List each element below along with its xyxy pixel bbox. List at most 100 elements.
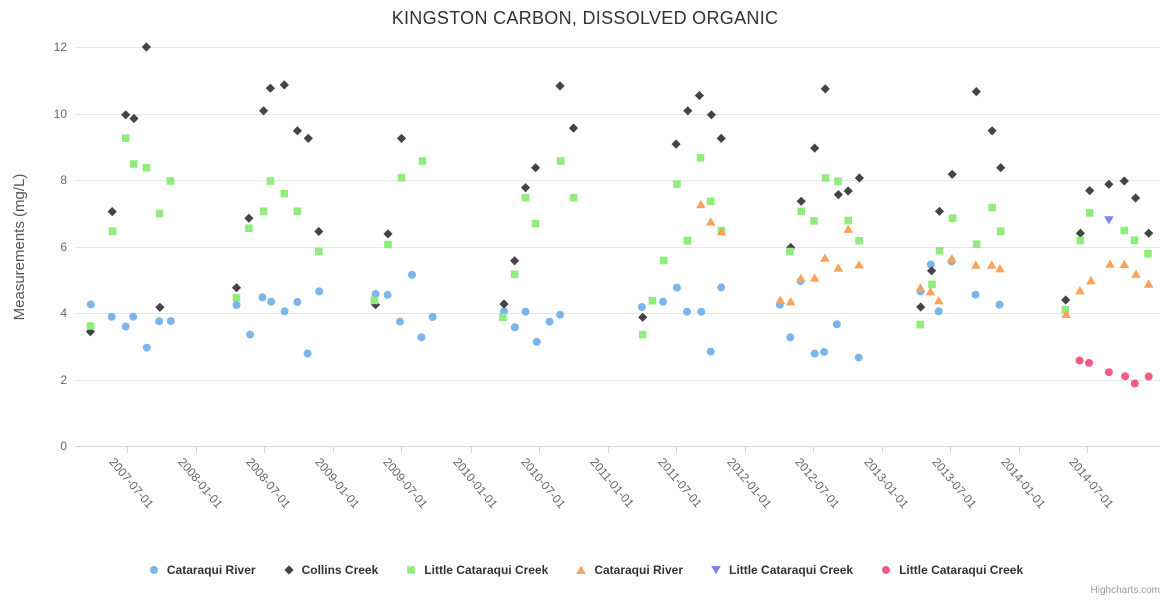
data-point-circle[interactable]: [166, 317, 175, 325]
data-point-circle[interactable]: [510, 323, 519, 332]
data-point-diamond[interactable]: [971, 87, 981, 97]
data-point-diamond[interactable]: [244, 213, 254, 223]
data-point-circle[interactable]: [315, 287, 324, 296]
data-point-square[interactable]: [397, 173, 406, 182]
data-point-square[interactable]: [844, 216, 852, 225]
data-point-diamond[interactable]: [1085, 186, 1095, 196]
data-point-square[interactable]: [696, 153, 705, 162]
data-point-circle[interactable]: [86, 300, 95, 309]
data-point-square[interactable]: [797, 207, 805, 216]
data-point-diamond[interactable]: [810, 143, 820, 153]
data-point-triangle[interactable]: [933, 296, 944, 305]
data-point-circle[interactable]: [683, 307, 691, 316]
data-point-diamond[interactable]: [916, 302, 926, 312]
data-point-square[interactable]: [121, 134, 130, 142]
data-point-circle[interactable]: [293, 298, 302, 306]
data-point-triangle[interactable]: [995, 264, 1005, 273]
data-point-diamond[interactable]: [85, 327, 95, 337]
data-point-triangle[interactable]: [1075, 286, 1085, 295]
data-point-diamond[interactable]: [934, 206, 945, 216]
data-point-circle[interactable]: [1121, 372, 1130, 381]
data-point-square[interactable]: [648, 296, 657, 305]
data-point-circle[interactable]: [258, 293, 267, 302]
data-point-diamond[interactable]: [314, 226, 324, 237]
data-point-triangle[interactable]: [854, 260, 864, 269]
data-point-circle[interactable]: [545, 317, 554, 326]
data-point-square[interactable]: [166, 177, 175, 185]
data-point-square[interactable]: [266, 177, 275, 185]
data-point-diamond[interactable]: [265, 83, 275, 93]
data-point-circle[interactable]: [142, 343, 151, 352]
data-point-triangle[interactable]: [1131, 269, 1141, 278]
data-point-triangle[interactable]: [820, 253, 830, 262]
data-point-circle[interactable]: [155, 317, 164, 326]
data-point-triangle[interactable]: [785, 297, 796, 306]
data-point-diamond[interactable]: [1131, 193, 1141, 203]
data-point-circle[interactable]: [417, 333, 426, 342]
data-point-square[interactable]: [786, 247, 794, 256]
data-point-triangle[interactable]: [1119, 259, 1130, 269]
data-point-square[interactable]: [638, 330, 647, 339]
data-point-diamond[interactable]: [555, 81, 565, 91]
data-point-circle[interactable]: [832, 320, 841, 329]
data-point-diamond[interactable]: [279, 80, 289, 90]
data-point-diamond[interactable]: [520, 183, 531, 193]
data-point-diamond[interactable]: [231, 283, 242, 293]
data-point-square[interactable]: [315, 247, 323, 256]
data-point-square[interactable]: [155, 209, 164, 218]
data-point-square[interactable]: [1120, 226, 1129, 235]
data-point-square[interactable]: [384, 240, 392, 249]
data-point-square[interactable]: [706, 197, 715, 206]
legend-item-1[interactable]: Cataraqui River: [147, 563, 256, 577]
data-point-triangle[interactable]: [716, 227, 727, 236]
data-point-square[interactable]: [988, 203, 996, 212]
data-point-diamond[interactable]: [259, 106, 269, 116]
data-point-diamond[interactable]: [820, 84, 830, 94]
data-point-circle[interactable]: [637, 303, 646, 311]
data-point-triangle[interactable]: [1086, 276, 1096, 285]
data-point-square[interactable]: [855, 237, 863, 245]
data-point-diamond[interactable]: [141, 42, 151, 52]
legend-item-5[interactable]: Little Cataraqui Creek: [709, 563, 853, 577]
data-point-square[interactable]: [521, 193, 530, 202]
data-point-circle[interactable]: [971, 290, 980, 299]
legend-item-6[interactable]: Little Cataraqui Creek: [879, 563, 1023, 577]
data-point-triangle[interactable]: [1105, 259, 1115, 268]
data-point-circle[interactable]: [820, 347, 829, 356]
data-point-circle[interactable]: [717, 283, 726, 292]
data-point-square[interactable]: [996, 227, 1005, 235]
data-point-square[interactable]: [531, 219, 540, 228]
data-point-triangle[interactable]: [1061, 309, 1071, 318]
data-point-diamond[interactable]: [927, 266, 937, 276]
data-point-diamond[interactable]: [671, 139, 681, 149]
data-point-diamond[interactable]: [1061, 295, 1071, 305]
highcharts-credits[interactable]: Highcharts.com: [1090, 585, 1160, 596]
data-point-circle[interactable]: [1144, 372, 1153, 381]
data-point-diamond[interactable]: [568, 123, 579, 133]
data-point-diamond[interactable]: [121, 110, 131, 120]
data-point-diamond[interactable]: [383, 229, 393, 239]
data-point-square[interactable]: [293, 207, 302, 216]
data-point-circle[interactable]: [706, 347, 715, 356]
data-point-circle[interactable]: [267, 297, 276, 306]
data-point-diamond[interactable]: [155, 302, 165, 312]
data-point-diamond[interactable]: [683, 106, 693, 116]
data-point-circle[interactable]: [408, 270, 416, 279]
data-point-circle[interactable]: [303, 349, 312, 358]
data-point-diamond[interactable]: [694, 90, 704, 101]
data-point-diamond[interactable]: [107, 207, 117, 217]
data-point-circle[interactable]: [107, 312, 116, 321]
data-point-diamond[interactable]: [396, 133, 407, 143]
data-point-triangle[interactable]: [947, 254, 957, 263]
data-point-circle[interactable]: [697, 307, 706, 316]
data-point-square[interactable]: [810, 217, 818, 225]
data-point-circle[interactable]: [672, 283, 681, 292]
data-point-square[interactable]: [129, 160, 138, 168]
data-point-diamond[interactable]: [716, 133, 726, 143]
data-point-circle[interactable]: [1085, 358, 1093, 367]
data-point-circle[interactable]: [1104, 368, 1113, 377]
data-point-square[interactable]: [1130, 236, 1139, 244]
data-point-square[interactable]: [142, 163, 151, 172]
data-point-triangle[interactable]: [971, 260, 981, 269]
data-point-square[interactable]: [935, 247, 944, 255]
